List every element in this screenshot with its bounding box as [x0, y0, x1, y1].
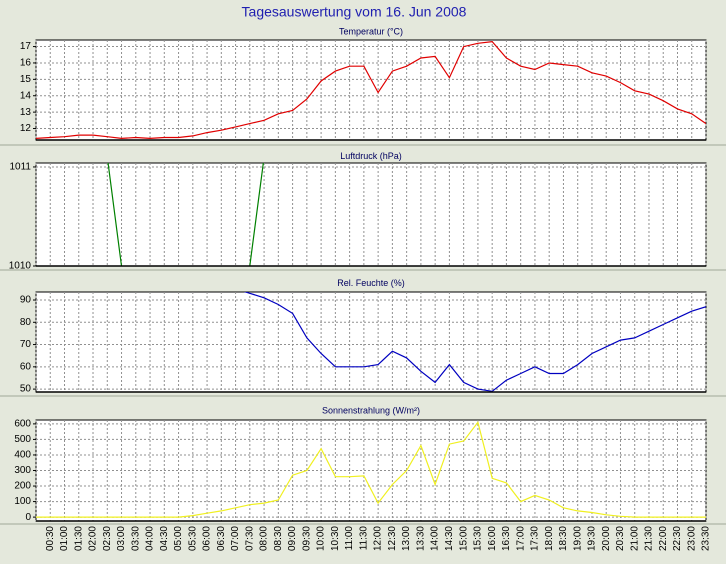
- x-tick-label: 03:30: [130, 526, 141, 551]
- x-tick-label: 05:30: [187, 526, 198, 551]
- plot-area: [35, 291, 707, 393]
- x-tick-label: 12:30: [387, 526, 398, 551]
- y-tick-label: 17: [20, 41, 32, 52]
- plot-area: [35, 162, 707, 267]
- x-tick-label: 21:30: [644, 526, 655, 551]
- data-line: [36, 420, 706, 518]
- x-tick-label: 06:30: [216, 526, 227, 551]
- x-tick-label: 07:00: [230, 526, 241, 551]
- x-tick-label: 19:00: [572, 526, 583, 551]
- x-tick-label: 10:30: [330, 526, 341, 551]
- x-tick-label: 15:30: [473, 526, 484, 551]
- x-tick-label: 17:00: [515, 526, 526, 551]
- x-tick-label: 22:00: [658, 526, 669, 551]
- y-tick-label: 400: [14, 450, 31, 461]
- y-tick-label: 50: [20, 384, 32, 395]
- x-tick-label: 02:30: [102, 526, 113, 551]
- x-tick-label: 15:00: [458, 526, 469, 551]
- x-tick-label: 07:30: [244, 526, 255, 551]
- y-tick-label: 16: [20, 58, 32, 69]
- y-tick-label: 70: [20, 339, 32, 350]
- data-line: [107, 163, 264, 266]
- x-tick-label: 04:00: [145, 526, 156, 551]
- y-tick-label: 500: [14, 434, 31, 445]
- panel-title: Temperatur (°C): [339, 26, 403, 36]
- x-tick-label: 05:00: [173, 526, 184, 551]
- panel-title: Sonnenstrahlung (W/m²): [322, 405, 420, 415]
- x-tick-label: 02:00: [88, 526, 99, 551]
- y-tick-label: 60: [20, 361, 32, 372]
- y-tick-label: 14: [20, 90, 32, 101]
- x-tick-label: 12:00: [373, 526, 384, 551]
- y-tick-label: 13: [20, 107, 32, 118]
- x-tick-label: 04:30: [159, 526, 170, 551]
- x-tick-label: 21:00: [629, 526, 640, 551]
- x-tick-label: 09:30: [302, 526, 313, 551]
- x-tick-label: 19:30: [587, 526, 598, 551]
- y-tick-label: 90: [20, 295, 32, 306]
- y-tick-label: 1010: [9, 261, 32, 272]
- x-tick-label: 17:30: [530, 526, 541, 551]
- x-tick-label: 11:30: [359, 526, 370, 551]
- x-tick-label: 01:30: [73, 526, 84, 551]
- x-tick-label: 11:00: [344, 526, 355, 551]
- x-tick-label: 23:00: [686, 526, 697, 551]
- x-tick-label: 01:00: [59, 526, 70, 551]
- y-tick-label: 100: [14, 496, 31, 507]
- x-tick-label: 18:00: [544, 526, 555, 551]
- chart-title: Tagesauswertung vom 16. Jun 2008: [242, 4, 467, 20]
- x-tick-label: 14:00: [430, 526, 441, 551]
- x-tick-label: 13:30: [416, 526, 427, 551]
- x-tick-label: 10:00: [316, 526, 327, 551]
- x-tick-label: 13:00: [401, 526, 412, 551]
- data-line: [36, 40, 706, 140]
- x-tick-label: 18:30: [558, 526, 569, 551]
- y-tick-label: 15: [20, 74, 32, 85]
- x-tick-label: 03:00: [116, 526, 127, 551]
- x-tick-label: 20:00: [601, 526, 612, 551]
- x-tick-label: 06:00: [202, 526, 213, 551]
- plot-area: [35, 39, 707, 141]
- y-tick-label: 300: [14, 465, 31, 476]
- y-tick-label: 80: [20, 317, 32, 328]
- x-tick-label: 23:30: [701, 526, 712, 551]
- x-tick-label: 16:30: [501, 526, 512, 551]
- y-tick-label: 12: [20, 123, 32, 134]
- x-tick-label: 09:00: [287, 526, 298, 551]
- y-tick-label: 1011: [9, 162, 31, 173]
- y-tick-label: 600: [14, 419, 31, 430]
- x-tick-label: 08:00: [259, 526, 270, 551]
- plot-area: [35, 419, 707, 522]
- data-line: [243, 292, 706, 392]
- x-tick-label: 08:30: [273, 526, 284, 551]
- panel-title: Luftdruck (hPa): [340, 151, 402, 161]
- x-tick-label: 14:30: [444, 526, 455, 551]
- x-tick-label: 00:30: [45, 526, 56, 551]
- x-tick-label: 20:30: [615, 526, 626, 551]
- panel-title: Rel. Feuchte (%): [337, 278, 405, 288]
- x-tick-label: 16:00: [487, 526, 498, 551]
- y-tick-label: 0: [25, 512, 31, 523]
- y-tick-label: 200: [14, 481, 31, 492]
- x-tick-label: 22:30: [672, 526, 683, 551]
